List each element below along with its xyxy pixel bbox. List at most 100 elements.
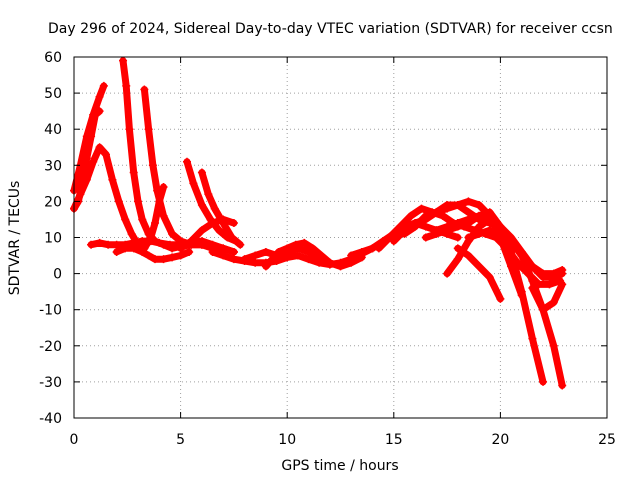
data-point — [151, 237, 160, 246]
data-point — [251, 251, 260, 260]
y-tick-label: 30 — [44, 158, 62, 174]
data-point — [208, 219, 217, 228]
data-point — [121, 244, 130, 253]
data-point — [293, 251, 302, 260]
data-point — [374, 244, 383, 253]
data-point — [549, 341, 558, 350]
series-arc-22 — [453, 244, 505, 303]
y-tick-label: -20 — [39, 339, 62, 355]
data-point — [182, 157, 191, 166]
data-point — [168, 253, 177, 262]
data-point — [549, 298, 558, 307]
data-point — [549, 269, 558, 278]
data-point — [268, 255, 277, 264]
data-point — [453, 201, 462, 210]
data-point — [95, 238, 104, 247]
data-point — [421, 233, 430, 242]
data-point — [214, 226, 223, 235]
data-point — [400, 229, 409, 238]
data-point — [159, 182, 168, 191]
data-point — [385, 233, 394, 242]
data-point — [539, 269, 548, 278]
data-point — [229, 247, 238, 256]
data-point — [112, 247, 121, 256]
data-point — [453, 219, 462, 228]
data-point — [545, 280, 554, 289]
data-point — [129, 168, 138, 177]
data-point — [87, 132, 96, 141]
series-trace — [528, 280, 566, 314]
data-point — [517, 287, 526, 296]
data-point — [528, 334, 537, 343]
data-point — [421, 211, 430, 220]
chart-title: Day 296 of 2024, Sidereal Day-to-day VTE… — [48, 21, 613, 37]
data-point — [283, 244, 292, 253]
data-point — [95, 92, 104, 101]
data-point — [133, 197, 142, 206]
series-arc-2 — [70, 107, 104, 213]
x-tick-labels: 0 5 10 15 20 25 — [70, 432, 616, 448]
data-point — [138, 215, 147, 224]
x-tick-label: 5 — [176, 432, 185, 448]
y-tick-label: 50 — [44, 86, 62, 102]
data-point — [475, 262, 484, 271]
data-point — [119, 56, 128, 65]
data-point — [187, 237, 196, 246]
y-tick-label: 20 — [44, 194, 62, 210]
data-point — [558, 381, 567, 390]
data-point — [229, 219, 238, 228]
data-point — [144, 251, 153, 260]
data-point — [304, 255, 313, 264]
data-point — [148, 161, 157, 170]
data-point — [485, 215, 494, 224]
data-point — [336, 262, 345, 271]
data-point — [208, 247, 217, 256]
data-point — [151, 219, 160, 228]
data-point — [227, 233, 236, 242]
y-axis-label: SDTVAR / TECUs — [7, 181, 23, 296]
data-point — [176, 237, 185, 246]
data-point — [121, 215, 130, 224]
data-point — [159, 255, 168, 264]
series-arc-13 — [261, 238, 334, 271]
data-point — [101, 150, 110, 159]
series-arc-6 — [140, 85, 238, 256]
axis-ticks — [73, 56, 608, 419]
x-tick-label: 0 — [70, 432, 79, 448]
data-point — [396, 222, 405, 231]
series-trace — [198, 169, 244, 249]
data-point — [475, 222, 484, 231]
data-point — [129, 244, 138, 253]
data-point — [122, 81, 131, 90]
data-point — [443, 269, 452, 278]
data-point — [176, 244, 185, 253]
data-point — [485, 273, 494, 282]
series-arc-23 — [528, 280, 567, 314]
data-point — [485, 226, 494, 235]
data-point — [189, 179, 198, 188]
data-point — [82, 175, 91, 184]
y-tick-label: -10 — [39, 303, 62, 319]
data-point — [140, 85, 149, 94]
data-point — [229, 255, 238, 264]
data-point — [197, 240, 206, 249]
series-trace — [113, 244, 193, 263]
data-point — [411, 222, 420, 231]
y-tick-label: -30 — [39, 375, 62, 391]
y-tick-label: 0 — [53, 267, 62, 283]
data-point — [453, 233, 462, 242]
data-point — [475, 229, 484, 238]
data-point — [127, 229, 136, 238]
data-point — [240, 255, 249, 264]
data-point — [185, 247, 194, 256]
data-point — [104, 240, 113, 249]
data-point — [528, 284, 537, 293]
data-point — [453, 244, 462, 253]
data-point — [475, 201, 484, 210]
data-point — [125, 125, 134, 134]
x-tick-label: 20 — [491, 432, 509, 448]
data-point — [138, 237, 147, 246]
data-point — [347, 251, 356, 260]
series-trace — [401, 197, 526, 299]
